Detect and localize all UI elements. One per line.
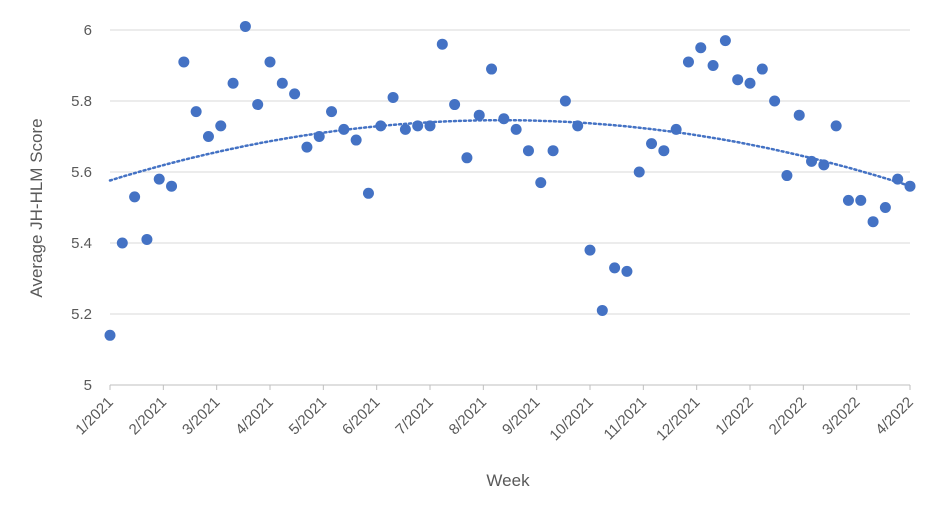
data-point [719,35,731,47]
data-point [141,233,153,245]
y-tick-label: 5.8 [71,93,92,110]
data-point [892,173,904,185]
data-point [584,244,596,256]
data-point [326,106,338,118]
y-axis-ticks: 5 5.2 5.4 5.6 5.8 6 [71,22,92,394]
trendline [108,118,912,188]
data-point [559,95,571,107]
data-point [313,131,325,142]
data-point [806,155,818,167]
data-point [609,262,621,274]
data-point [621,265,633,277]
data-point [239,20,251,32]
data-point [769,95,781,107]
data-point [646,138,658,150]
data-point [547,145,559,157]
data-point [350,134,362,146]
gridlines [110,29,910,386]
data-point [732,74,744,86]
data-point [301,141,313,153]
data-point [682,56,694,68]
data-point [375,120,387,132]
y-tick-label: 6 [84,22,92,39]
x-axis-title: Week [486,471,530,490]
data-point [276,77,288,89]
data-point [449,99,461,111]
data-point [879,202,891,213]
data-point [781,170,793,182]
data-point [338,123,350,135]
data-point [670,123,682,135]
data-point [362,187,374,199]
data-point [252,99,264,111]
y-tick-label: 5 [84,377,92,394]
data-point [473,109,485,121]
data-point [264,56,276,68]
data-points [104,20,916,341]
data-point [756,63,768,75]
data-point [399,123,411,135]
y-tick-label: 5.2 [71,306,92,323]
data-point [202,131,214,142]
data-point [818,159,830,171]
data-point [387,91,399,103]
data-point [707,60,719,71]
data-point [522,145,534,157]
data-point [486,63,498,75]
data-point [153,173,165,185]
data-point [793,109,805,121]
data-point [129,191,141,203]
data-point [596,304,608,316]
data-point [412,120,424,132]
data-point [572,120,584,132]
data-point [867,216,879,228]
data-point [535,177,547,189]
data-point [104,329,116,341]
y-tick-label: 5.6 [71,164,92,181]
data-point [178,56,190,68]
data-point [215,120,227,132]
data-point [510,123,522,135]
data-point [289,88,301,100]
data-point [904,180,916,192]
data-point [744,77,756,89]
data-point [633,166,645,178]
data-point [498,113,510,125]
data-point [190,106,202,118]
data-point [842,194,854,206]
y-tick-label: 5.4 [71,235,92,252]
data-point [830,120,842,132]
data-point [116,237,128,249]
data-point [461,152,473,164]
data-point [227,77,239,89]
data-point [658,145,670,157]
data-point [855,194,867,206]
data-point [166,180,178,192]
data-point [424,120,436,132]
y-axis-title: Average JH-HLM Score [27,118,46,297]
data-point [436,38,448,50]
data-point [695,42,707,54]
